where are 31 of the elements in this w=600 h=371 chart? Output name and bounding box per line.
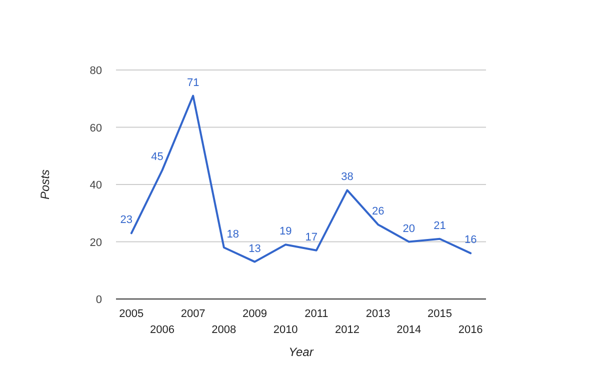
x-tick-label: 2015 xyxy=(428,308,452,320)
data-label: 13 xyxy=(248,242,261,255)
x-tick-label: 2009 xyxy=(242,308,267,320)
y-axis-title: Posts xyxy=(38,169,52,200)
x-tick-label: 2007 xyxy=(180,308,206,320)
data-label: 16 xyxy=(464,234,477,246)
data-label: 19 xyxy=(279,226,292,238)
x-tick-label: 2008 xyxy=(212,324,236,336)
x-tick-label: 2005 xyxy=(119,308,144,320)
data-label: 26 xyxy=(372,206,384,218)
y-tick-label: 40 xyxy=(90,180,102,192)
data-label: 38 xyxy=(341,171,354,184)
x-tick-label: 2006 xyxy=(150,324,174,336)
data-label: 21 xyxy=(434,220,446,232)
x-axis-title: Year xyxy=(288,345,314,359)
data-label: 45 xyxy=(151,151,164,164)
y-tick-label: 20 xyxy=(90,236,102,249)
x-tick-label: 2014 xyxy=(396,324,422,336)
y-tick-label: 60 xyxy=(90,122,102,134)
data-label: 17 xyxy=(305,231,318,244)
y-tick-label: 0 xyxy=(96,294,102,306)
y-tick-label: 80 xyxy=(90,65,102,77)
data-label: 71 xyxy=(186,76,200,89)
data-label: 18 xyxy=(226,228,240,240)
x-tick-label: 2010 xyxy=(273,324,298,336)
x-tick-label: 2012 xyxy=(335,324,360,336)
data-label: 20 xyxy=(402,222,416,235)
x-tick-label: 2016 xyxy=(458,324,483,336)
x-tick-label: 2013 xyxy=(366,308,390,320)
x-tick-label: 2011 xyxy=(304,308,328,320)
data-label: 23 xyxy=(120,214,133,226)
